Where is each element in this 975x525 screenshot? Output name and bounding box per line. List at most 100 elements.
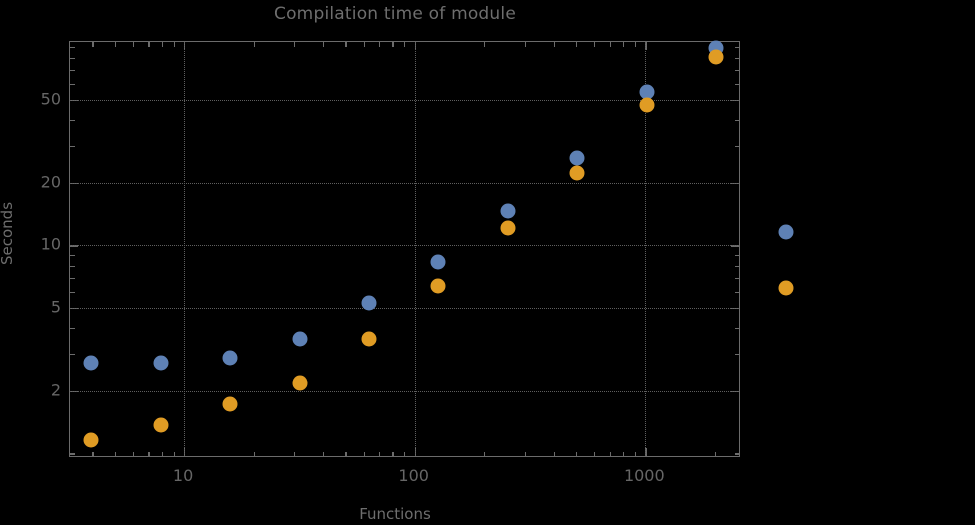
x-tick-top: [114, 42, 116, 47]
x-tick-top: [594, 42, 596, 47]
y-tick: [70, 354, 75, 356]
x-tick-top: [609, 42, 611, 47]
x-tick: [345, 451, 347, 456]
x-tick-top: [378, 42, 381, 47]
y-tick: [70, 46, 75, 49]
data-point: [708, 49, 724, 65]
data-point: [778, 280, 794, 296]
x-tick-top: [392, 42, 394, 47]
data-point: [430, 254, 446, 270]
gridline-vertical: [645, 42, 647, 456]
y-tick: [70, 265, 75, 267]
x-tick: [484, 451, 486, 456]
y-tick: [70, 328, 75, 330]
y-tick: [70, 254, 75, 257]
x-tick-label: 1000: [623, 466, 665, 485]
x-tick-top: [524, 42, 527, 47]
data-point: [639, 97, 655, 113]
y-tick: [70, 453, 75, 455]
x-tick-top: [634, 42, 637, 47]
y-tick: [70, 146, 75, 148]
x-tick-label: 10: [172, 466, 194, 485]
y-tick: [70, 120, 75, 122]
x-tick-top: [253, 42, 255, 47]
gridline-horizontal: [70, 182, 739, 184]
x-tick-top: [294, 42, 296, 47]
x-tick-top: [363, 42, 365, 47]
y-tick-right: [734, 277, 739, 279]
data-point: [83, 355, 99, 371]
x-tick-label: 100: [398, 466, 429, 485]
x-tick: [622, 451, 625, 456]
chart-title: Compilation time of module: [274, 4, 516, 24]
y-tick: [70, 277, 75, 279]
x-tick: [114, 451, 116, 456]
plot-frame: [69, 41, 740, 457]
data-point: [569, 165, 585, 181]
data-point: [639, 84, 655, 100]
y-tick-right: [734, 453, 739, 455]
y-tick: [70, 83, 75, 85]
x-tick-top: [161, 42, 164, 47]
y-tick: [70, 57, 75, 59]
x-tick: [634, 451, 637, 456]
data-point: [292, 331, 308, 347]
x-tick-top: [622, 42, 625, 47]
y-tick-label: 50: [40, 89, 61, 109]
x-tick-top: [322, 42, 325, 47]
x-tick: [524, 451, 527, 456]
y-tick: [70, 69, 75, 71]
y-tick-label: 20: [40, 172, 61, 192]
y-tick-right: [734, 57, 739, 59]
x-tick-top: [484, 42, 486, 47]
x-tick: [714, 451, 717, 456]
x-tick-top: [553, 42, 555, 47]
y-tick-right: [734, 291, 739, 293]
gridline-horizontal: [70, 99, 739, 101]
x-tick: [553, 451, 555, 456]
x-tick: [404, 451, 406, 456]
gridline-vertical: [414, 42, 416, 456]
x-tick: [92, 451, 94, 456]
x-tick: [609, 451, 611, 456]
y-axis-title: Seconds: [0, 201, 16, 265]
data-point: [292, 375, 308, 391]
x-tick: [594, 451, 596, 456]
y-tick-right: [734, 46, 739, 49]
x-tick: [378, 451, 381, 456]
x-tick-top: [345, 42, 347, 47]
gridline-horizontal: [70, 390, 739, 392]
data-point: [361, 295, 377, 311]
x-tick: [363, 451, 365, 456]
data-point: [153, 417, 169, 433]
y-tick-right: [734, 69, 739, 71]
data-point: [222, 350, 238, 366]
data-point: [500, 220, 516, 236]
y-tick-right: [734, 328, 739, 330]
y-tick-label: 2: [50, 380, 61, 400]
data-point: [778, 224, 794, 240]
gridline-horizontal: [70, 307, 739, 309]
y-tick-right: [734, 254, 739, 257]
data-point: [500, 203, 516, 219]
data-point: [83, 432, 99, 448]
x-tick-top: [148, 42, 150, 47]
x-tick-top: [92, 42, 94, 47]
data-point: [153, 355, 169, 371]
x-tick-top: [173, 42, 175, 47]
x-tick: [575, 451, 578, 456]
plot-area: [70, 42, 739, 456]
x-tick-top: [132, 42, 135, 47]
gridline-vertical: [184, 42, 186, 456]
y-tick-right: [734, 265, 739, 267]
x-tick: [294, 451, 296, 456]
x-tick: [161, 451, 164, 456]
x-tick: [392, 451, 394, 456]
x-tick: [132, 451, 135, 456]
y-tick-right: [734, 354, 739, 356]
x-tick-top: [404, 42, 406, 47]
y-tick-right: [734, 146, 739, 148]
x-tick-top: [575, 42, 578, 47]
y-tick-label: 10: [40, 234, 61, 254]
